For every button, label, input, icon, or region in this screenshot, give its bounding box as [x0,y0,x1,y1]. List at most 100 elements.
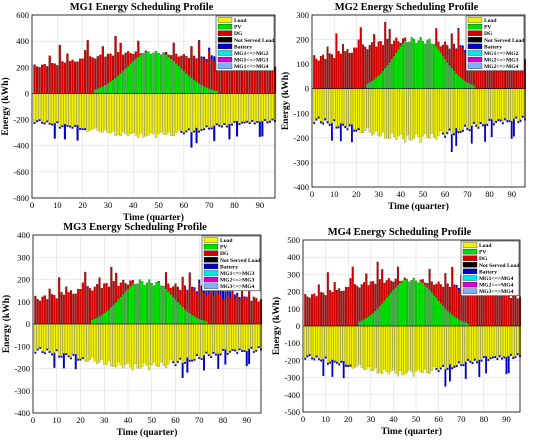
x-tick-label: 0 [31,415,35,425]
bar-pv [192,79,196,94]
bar-dg [516,298,519,327]
x-tick-label: 40 [389,414,398,424]
bar-load [138,323,141,369]
bar-dg [478,291,481,327]
legend-swatch [217,43,233,50]
bar-load [41,323,44,352]
bar-load [93,323,96,362]
bar-load [355,88,358,130]
bar-dg [342,44,345,89]
bar-load [256,93,259,122]
bar-dg [342,290,345,327]
bar-dg [43,295,46,325]
bar-battery-charge [190,132,193,148]
bar-pv [415,43,418,89]
bar-dg [115,272,118,303]
bar-dg [390,280,393,293]
bar-dg [381,269,384,304]
bar-pv [393,55,396,89]
bar-pv [138,279,141,325]
bar-load [455,325,458,366]
bar-dg [319,55,322,89]
bar-dg [392,281,395,290]
bar-pv [101,86,104,94]
bar-load [466,88,469,129]
bar-dg [373,34,376,80]
bar-dg [315,58,318,89]
bar-pv [159,54,163,94]
bar-pv [397,49,400,89]
bar-load [444,325,447,370]
bar-load [124,323,127,365]
bar-load [141,323,144,367]
bar-dg [366,49,369,84]
bar-battery-charge [213,125,216,142]
bar-load [333,325,336,361]
bar-dg [55,298,58,325]
bar-pv [417,282,420,327]
bar-dg [384,21,387,68]
bar-load [198,323,201,358]
bar-battery-charge [53,352,56,368]
y-tick-label: 200 [16,62,29,72]
legend-swatch [467,37,483,43]
bar-battery-discharge [205,58,208,62]
bar-load [433,88,436,138]
y-tick-label: -600 [13,167,29,177]
legend-swatch [462,248,478,255]
bar-dg [91,57,94,94]
bar-pv [137,56,140,94]
bar-load [67,323,70,356]
bar-pv [446,310,449,327]
bar-load [202,323,206,356]
bar-load [444,88,447,136]
bar-battery-charge [251,120,254,122]
legend-swatch [467,17,483,23]
bar-load [266,93,269,122]
bar-load [340,325,343,361]
bar-pv [157,53,160,94]
bar-dg [129,53,132,64]
bar-load [359,88,362,133]
bar-pv [153,285,156,325]
bar-load [88,323,92,360]
bar-battery-charge [471,362,474,365]
bar-pv [186,310,189,325]
bar-battery-discharge [224,291,227,299]
bar-dg [330,54,333,89]
bar-battery-charge [504,118,506,121]
bar-load [428,88,431,139]
bar-battery-charge [470,125,473,144]
y-tick-label: 400 [287,252,300,262]
bar-dg [236,295,239,325]
bar-dg [385,280,388,298]
bar-pv [428,289,431,327]
bar-pv [384,67,387,89]
axis-frame [31,14,276,199]
bar-load [373,88,376,134]
bar-load [243,323,246,351]
bar-battery-discharge [195,291,198,294]
bar-pv [145,282,149,325]
y-tick-label: 300 [287,269,300,279]
bar-load [315,325,318,356]
bar-load [499,88,502,120]
bar-load [338,325,341,364]
bar-load [238,323,241,349]
bar-load [89,93,92,131]
bar-load [116,93,120,135]
bar-dg [320,292,323,327]
bar-pv [396,284,399,327]
x-tick-label: 80 [219,415,228,425]
bar-load [127,93,130,136]
bar-dg [231,290,234,325]
bar-battery-discharge [451,266,454,268]
legend-swatch [462,281,478,288]
bar-battery-charge [233,121,236,123]
bar-dg [359,27,362,89]
bar-pv [367,316,370,327]
x-tick-label: 40 [129,200,138,210]
bar-load [457,325,460,362]
legend-entry: Battery [220,264,238,270]
